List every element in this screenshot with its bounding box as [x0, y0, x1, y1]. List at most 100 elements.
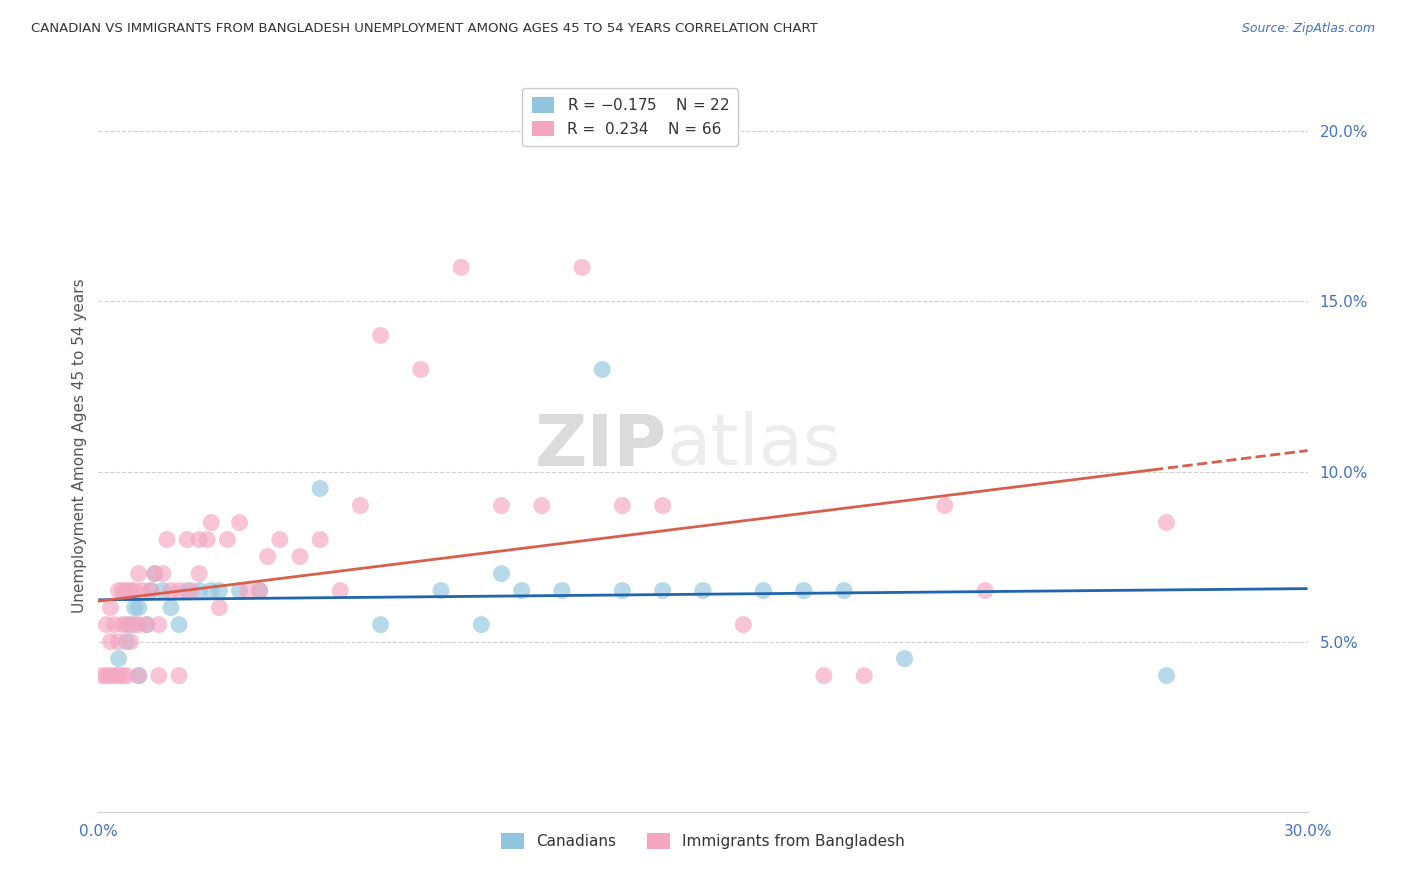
Point — [107, 583, 129, 598]
Point — [152, 583, 174, 598]
Point — [103, 617, 125, 632]
Text: CANADIAN VS IMMIGRANTS FROM BANGLADESH UNEMPLOYMENT AMONG AGES 45 TO 54 YEARS CO: CANADIAN VS IMMIGRANTS FROM BANGLADESH U… — [31, 22, 818, 36]
Point — [249, 583, 271, 598]
Point — [651, 499, 673, 513]
Point — [491, 566, 513, 581]
Point — [132, 583, 155, 598]
Point — [100, 600, 122, 615]
Point — [208, 600, 231, 615]
Point — [128, 600, 150, 615]
Point — [530, 499, 553, 513]
Point — [124, 617, 146, 632]
Point — [139, 583, 162, 598]
Point — [107, 634, 129, 648]
Point — [115, 583, 138, 598]
Point — [111, 668, 134, 682]
Point — [135, 617, 157, 632]
Point — [571, 260, 593, 275]
Point — [217, 533, 239, 547]
Point — [329, 583, 352, 598]
Point — [120, 634, 142, 648]
Point — [128, 617, 150, 632]
Point — [156, 533, 179, 547]
Point — [135, 617, 157, 632]
Point — [103, 668, 125, 682]
Point — [612, 583, 634, 598]
Point — [269, 533, 291, 547]
Point — [752, 583, 775, 598]
Point — [120, 583, 142, 598]
Point — [510, 583, 533, 598]
Text: ZIP: ZIP — [534, 411, 666, 481]
Point — [288, 549, 311, 564]
Point — [96, 668, 118, 682]
Point — [128, 566, 150, 581]
Point — [152, 566, 174, 581]
Y-axis label: Unemployment Among Ages 45 to 54 years: Unemployment Among Ages 45 to 54 years — [72, 278, 87, 614]
Point — [200, 583, 222, 598]
Point — [1156, 516, 1178, 530]
Point — [160, 583, 183, 598]
Point — [91, 668, 114, 682]
Point — [934, 499, 956, 513]
Point — [974, 583, 997, 598]
Point — [115, 668, 138, 682]
Point — [188, 533, 211, 547]
Point — [236, 583, 259, 598]
Point — [143, 566, 166, 581]
Point — [128, 668, 150, 682]
Point — [591, 362, 613, 376]
Point — [188, 583, 211, 598]
Point — [370, 328, 392, 343]
Point — [692, 583, 714, 598]
Point — [188, 566, 211, 581]
Point — [115, 634, 138, 648]
Point — [111, 583, 134, 598]
Point — [551, 583, 574, 598]
Point — [813, 668, 835, 682]
Point — [195, 533, 218, 547]
Point — [128, 668, 150, 682]
Point — [309, 482, 332, 496]
Point — [176, 583, 198, 598]
Point — [1156, 668, 1178, 682]
Point — [853, 668, 876, 682]
Point — [107, 651, 129, 665]
Point — [228, 516, 250, 530]
Point — [651, 583, 673, 598]
Point — [139, 583, 162, 598]
Point — [470, 617, 492, 632]
Point — [100, 634, 122, 648]
Text: Source: ZipAtlas.com: Source: ZipAtlas.com — [1241, 22, 1375, 36]
Point — [148, 617, 170, 632]
Point — [208, 583, 231, 598]
Point — [832, 583, 855, 598]
Point — [120, 617, 142, 632]
Point — [430, 583, 453, 598]
Point — [167, 583, 190, 598]
Point — [115, 617, 138, 632]
Point — [100, 668, 122, 682]
Point — [893, 651, 915, 665]
Point — [309, 533, 332, 547]
Point — [124, 600, 146, 615]
Point — [176, 533, 198, 547]
Point — [491, 499, 513, 513]
Point — [249, 583, 271, 598]
Point — [143, 566, 166, 581]
Point — [370, 617, 392, 632]
Text: atlas: atlas — [666, 411, 841, 481]
Point — [228, 583, 250, 598]
Point — [167, 668, 190, 682]
Point — [612, 499, 634, 513]
Point — [148, 668, 170, 682]
Point — [160, 600, 183, 615]
Point — [349, 499, 371, 513]
Legend: Canadians, Immigrants from Bangladesh: Canadians, Immigrants from Bangladesh — [495, 827, 911, 855]
Point — [450, 260, 472, 275]
Point — [167, 617, 190, 632]
Point — [111, 617, 134, 632]
Point — [96, 617, 118, 632]
Point — [200, 516, 222, 530]
Point — [124, 583, 146, 598]
